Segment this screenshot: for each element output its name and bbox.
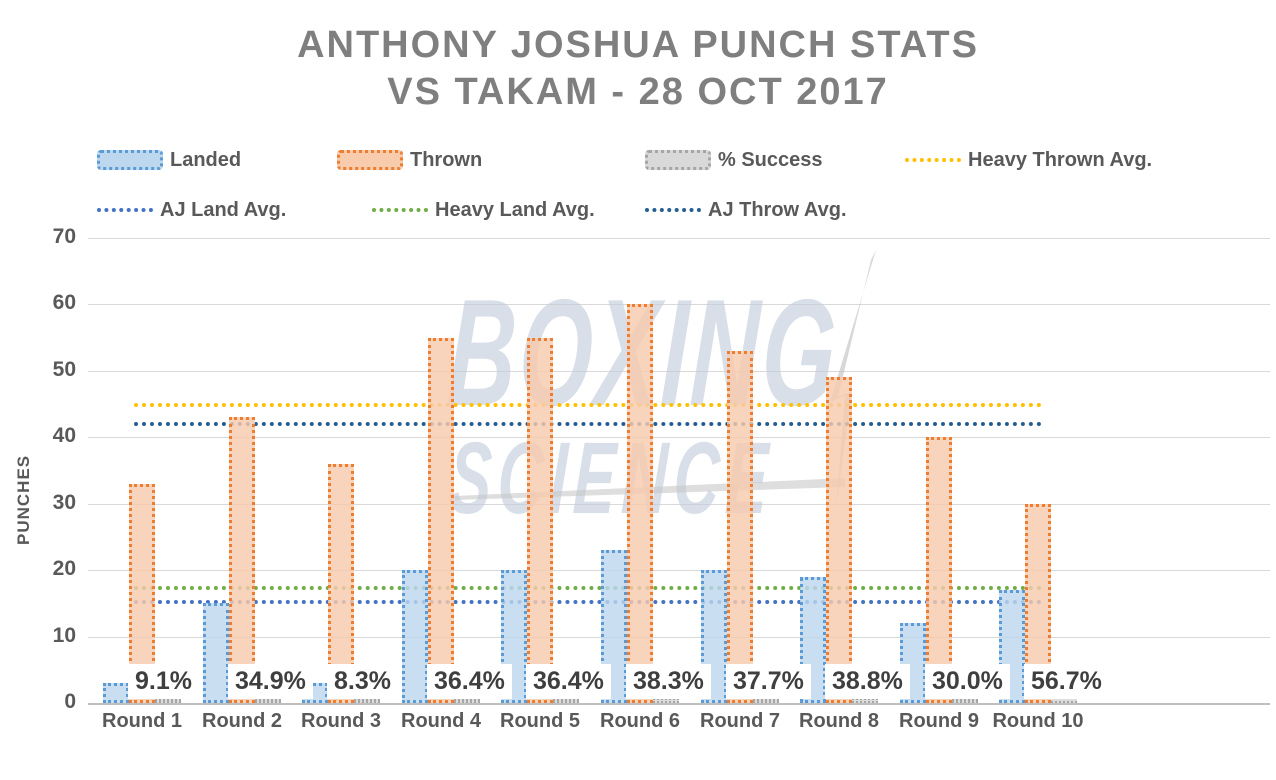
bar-thrown-round-7 <box>727 351 753 703</box>
bar-thrown-round-5 <box>527 338 553 703</box>
data-label-round-3: 8.3% <box>327 664 398 699</box>
legend-swatch-thrown <box>337 150 403 170</box>
legend-swatch-landed <box>97 150 163 170</box>
legend-label-percent-success: % Success <box>718 148 823 171</box>
bar-percent-success-round-5 <box>553 698 579 703</box>
legend-swatch-aj-land-avg <box>97 208 153 212</box>
gridline-30 <box>88 504 1270 505</box>
gridline-60 <box>88 304 1270 305</box>
legend-swatch-aj-throw-avg <box>645 208 701 212</box>
legend-label-thrown: Thrown <box>410 148 483 171</box>
bar-thrown-round-3 <box>328 464 354 703</box>
legend-row-2: AJ Land Avg. Heavy Land Avg. AJ Throw Avg. <box>0 197 1276 223</box>
x-tick-round-2: Round 2 <box>202 710 282 732</box>
data-label-round-5: 36.4% <box>526 664 611 699</box>
x-tick-round-10: Round 10 <box>992 710 1084 732</box>
legend-item-percent-success: % Success <box>645 147 823 173</box>
chart-title: ANTHONY JOSHUA PUNCH STATS VS TAKAM - 28… <box>0 22 1276 116</box>
legend-item-heavy-land-avg: Heavy Land Avg. <box>372 197 595 223</box>
data-label-round-2: 34.9% <box>228 664 313 699</box>
y-tick-60: 60 <box>52 291 76 314</box>
legend-item-aj-land-avg: AJ Land Avg. <box>97 197 286 223</box>
gridline-70 <box>88 238 1270 239</box>
x-tick-round-4: Round 4 <box>401 710 481 732</box>
x-tick-round-1: Round 1 <box>102 710 182 732</box>
legend-swatch-percent-success <box>645 150 711 170</box>
x-tick-round-5: Round 5 <box>500 710 580 732</box>
bar-percent-success-round-9 <box>952 699 978 703</box>
bar-percent-success-round-2 <box>255 698 281 703</box>
y-tick-20: 20 <box>52 557 76 580</box>
y-tick-30: 30 <box>52 491 76 514</box>
data-label-round-8: 38.8% <box>825 664 910 699</box>
y-tick-70: 70 <box>52 225 76 248</box>
chart-title-line2: VS TAKAM - 28 OCT 2017 <box>387 71 889 113</box>
avg-line-aj-land-avg <box>134 600 1042 604</box>
data-label-round-1: 9.1% <box>128 664 199 699</box>
bar-landed-round-7 <box>701 570 727 703</box>
data-label-round-4: 36.4% <box>427 664 512 699</box>
legend-label-heavy-land-avg: Heavy Land Avg. <box>435 198 595 221</box>
legend-swatch-heavy-thrown-avg <box>905 158 961 162</box>
data-label-round-7: 37.7% <box>726 664 811 699</box>
legend-label-heavy-thrown-avg: Heavy Thrown Avg. <box>968 148 1153 171</box>
legend-label-landed: Landed <box>170 148 242 171</box>
x-tick-round-7: Round 7 <box>700 710 780 732</box>
y-tick-0: 0 <box>64 690 76 713</box>
legend-row-1: Landed Thrown % Success Heavy Thrown Avg. <box>0 147 1276 173</box>
avg-line-aj-throw-avg <box>134 422 1042 426</box>
bar-percent-success-round-6 <box>653 698 679 703</box>
gridline-20 <box>88 570 1270 571</box>
legend-item-thrown: Thrown <box>337 147 482 173</box>
avg-line-heavy-thrown-avg <box>134 403 1042 407</box>
legend-label-aj-throw-avg: AJ Throw Avg. <box>708 198 847 221</box>
gridline-10 <box>88 637 1270 638</box>
bar-thrown-round-9 <box>926 437 952 703</box>
bar-thrown-round-6 <box>627 304 653 703</box>
data-label-round-9: 30.0% <box>925 664 1010 699</box>
legend-item-aj-throw-avg: AJ Throw Avg. <box>645 197 847 223</box>
legend-swatch-heavy-land-avg <box>372 208 428 212</box>
bar-percent-success-round-4 <box>454 698 480 703</box>
gridline-50 <box>88 371 1270 372</box>
bar-thrown-round-4 <box>428 338 454 703</box>
y-tick-50: 50 <box>52 358 76 381</box>
bar-percent-success-round-3 <box>354 699 380 703</box>
bar-landed-round-1 <box>103 683 129 703</box>
y-tick-10: 10 <box>52 624 76 647</box>
plot-area: 9.1% 34.9% 8.3% 36.4% 36.4% 38.3% 37.7% 38.8% 30… <box>88 238 1270 705</box>
legend-item-landed: Landed <box>97 147 241 173</box>
legend-label-aj-land-avg: AJ Land Avg. <box>160 198 287 221</box>
y-tick-40: 40 <box>52 424 76 447</box>
x-tick-round-8: Round 8 <box>799 710 879 732</box>
x-tick-round-3: Round 3 <box>301 710 381 732</box>
legend-item-heavy-thrown-avg: Heavy Thrown Avg. <box>905 147 1152 173</box>
chart-title-line1: ANTHONY JOSHUA PUNCH STATS <box>297 24 979 66</box>
bar-landed-round-2 <box>203 603 229 703</box>
bar-landed-round-4 <box>402 570 428 703</box>
gridline-40 <box>88 437 1270 438</box>
data-label-round-6: 38.3% <box>626 664 711 699</box>
x-tick-round-9: Round 9 <box>899 710 979 732</box>
bar-percent-success-round-1 <box>155 699 181 703</box>
x-tick-round-6: Round 6 <box>600 710 680 732</box>
bar-thrown-round-2 <box>229 417 255 703</box>
avg-line-heavy-land-avg <box>134 586 1042 590</box>
data-label-round-10: 56.7% <box>1024 664 1109 699</box>
bar-percent-success-round-7 <box>753 698 779 703</box>
bar-thrown-round-8 <box>826 377 852 703</box>
bar-percent-success-round-8 <box>852 698 878 703</box>
